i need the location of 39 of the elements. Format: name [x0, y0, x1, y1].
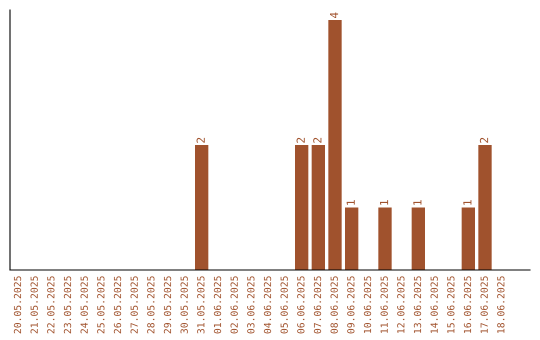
x-tick-label: 24.05.2025: [80, 276, 88, 334]
data-label: 4: [330, 12, 338, 18]
x-tick-label: 06.06.2025: [297, 276, 305, 334]
x-tick-label: 10.06.2025: [364, 276, 372, 333]
x-tick-label: 31.05.2025: [197, 276, 205, 334]
x-tick-label: 09.06.2025: [347, 276, 355, 334]
x-tick-label: 17.06.2025: [480, 276, 488, 333]
x-tick-label: 25.05.2025: [97, 276, 105, 334]
x-tick-label: 02.06.2025: [230, 276, 238, 334]
x-tick-label: 21.05.2025: [30, 276, 38, 334]
data-label: 2: [480, 138, 488, 143]
data-label: 1: [346, 200, 355, 205]
data-label: 1: [380, 200, 388, 205]
x-tick-label: 12.06.2025: [397, 276, 405, 333]
x-tick-label: 14.06.2025: [430, 276, 438, 333]
x-tick-label: 16.06.2025: [464, 276, 472, 333]
x-tick-label: 20.05.2025: [14, 276, 22, 334]
x-tick-label: 05.06.2025: [280, 276, 288, 334]
x-tick-label: 13.06.2025: [414, 276, 422, 333]
x-tick-label: 29.05.2025: [164, 276, 172, 334]
x-tick-label: 15.06.2025: [447, 276, 455, 333]
x-tick-label: 22.05.2025: [47, 276, 55, 334]
x-tick-label: 03.06.2025: [247, 276, 255, 334]
x-tick-label: 18.06.2025: [497, 276, 505, 333]
data-label: 2: [313, 138, 322, 143]
x-tick-label: 04.06.2025: [264, 276, 272, 334]
x-tick-label: 28.05.2025: [147, 276, 155, 334]
x-tick-label: 23.05.2025: [64, 276, 72, 334]
data-label: 2: [196, 138, 205, 143]
x-tick-label: 01.06.2025: [214, 276, 222, 334]
x-tick-label: 11.06.2025: [380, 276, 388, 333]
x-tick-label: 30.05.2025: [180, 276, 188, 334]
data-label: 1: [413, 200, 422, 205]
data-label: 1: [463, 200, 472, 205]
data-label: 2: [296, 138, 305, 143]
x-tick-label: 08.06.2025: [330, 276, 338, 334]
x-tick-label: 07.06.2025: [314, 276, 322, 334]
x-tick-label: 26.05.2025: [114, 276, 122, 334]
x-tick-label: 27.05.2025: [130, 276, 138, 334]
